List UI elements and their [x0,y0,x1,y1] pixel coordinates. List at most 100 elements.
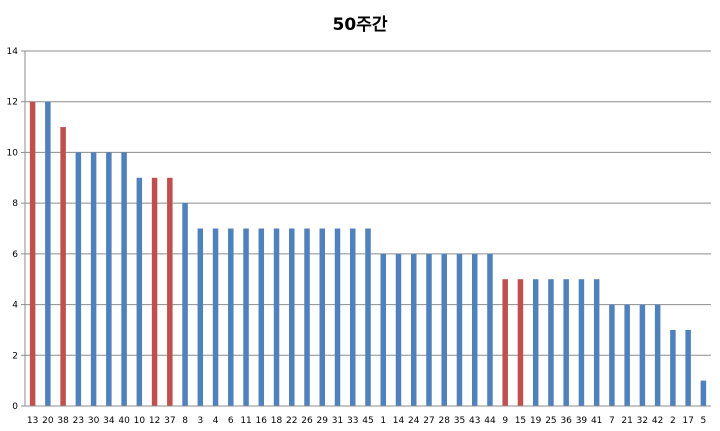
x-tick-label: 45 [362,416,373,426]
bar [380,253,386,406]
chart-title: 50주간 [332,15,388,35]
x-tick-label: 17 [682,416,693,426]
bar [319,228,326,406]
x-tick-label: 25 [545,416,556,426]
bar [121,152,127,406]
x-tick-label: 10 [134,416,146,426]
bar [365,228,371,406]
bar [456,253,463,406]
x-tick-label: 41 [591,416,602,426]
bar [29,101,36,406]
bar [670,329,676,406]
x-tick-label: 12 [149,416,160,426]
bar [182,203,188,406]
x-tick-label: 20 [42,416,54,426]
x-tick-label: 43 [469,416,480,426]
bar [304,228,310,406]
x-tick-label: 30 [88,416,100,426]
bar [517,279,524,406]
x-tick-label: 14 [393,416,405,426]
x-tick-label: 40 [118,416,130,426]
y-tick-label: 8 [12,199,18,209]
x-tick-label: 44 [484,416,496,426]
y-tick-label: 10 [7,148,19,158]
x-tick-label: 13 [27,416,38,426]
bar [289,228,295,406]
bar [258,228,265,406]
bar [75,152,82,406]
bar [273,228,280,406]
x-tick-label: 2 [670,416,676,426]
bar [624,304,630,406]
bar [426,253,432,406]
y-tick-label: 14 [7,47,19,57]
x-tick-label: 37 [164,416,175,426]
bar [60,127,66,407]
x-tick-label: 1 [380,416,386,426]
bar [151,177,158,406]
x-tick-label: 42 [652,416,663,426]
x-tick-label: 6 [228,416,234,426]
x-tick-label: 9 [502,416,508,426]
bar [639,304,646,406]
bar [532,279,539,406]
x-tick-label: 5 [701,416,707,426]
bar [441,253,447,406]
y-tick-label: 12 [7,98,18,108]
x-tick-label: 24 [408,416,420,426]
bar [578,279,585,406]
x-tick-label: 22 [286,416,297,426]
x-tick-label: 3 [197,416,203,426]
y-tick-label: 0 [12,402,18,412]
x-tick-label: 35 [454,416,465,426]
bar [106,152,112,406]
x-tick-label: 28 [438,416,450,426]
bar [136,177,143,406]
y-tick-label: 4 [12,301,18,311]
bar [212,228,219,406]
y-tick-label: 6 [12,250,18,260]
x-tick-label: 36 [560,416,572,426]
bar [228,228,234,406]
x-tick-label: 31 [332,416,343,426]
bar [45,101,51,406]
x-tick-label: 18 [271,416,283,426]
x-tick-label: 4 [213,416,219,426]
x-tick-label: 29 [317,416,329,426]
bar [395,253,402,406]
bar [700,380,707,406]
x-tick-label: 21 [621,416,632,426]
bar [90,152,97,406]
y-tick-label: 2 [12,351,18,361]
x-tick-label: 27 [423,416,434,426]
bar [471,253,478,406]
bar [563,279,569,406]
x-tick-label: 16 [256,416,268,426]
bar [502,279,508,406]
x-tick-label: 33 [347,416,358,426]
bar [167,177,173,406]
x-tick-label: 15 [515,416,526,426]
x-tick-label: 26 [301,416,313,426]
bar [685,329,691,406]
bar [410,253,417,406]
x-tick-label: 32 [637,416,648,426]
x-tick-label: 11 [240,416,251,426]
bar [350,228,356,406]
x-tick-label: 23 [73,416,84,426]
x-tick-label: 7 [609,416,615,426]
bar [654,304,661,406]
x-tick-label: 19 [530,416,542,426]
x-tick-label: 39 [576,416,588,426]
bar [609,304,615,406]
x-tick-label: 8 [182,416,188,426]
bar [548,279,554,406]
bar [487,253,493,406]
x-tick-label: 38 [57,416,69,426]
bar [197,228,204,406]
bar [334,228,341,406]
bar [243,228,249,406]
x-tick-label: 34 [103,416,115,426]
